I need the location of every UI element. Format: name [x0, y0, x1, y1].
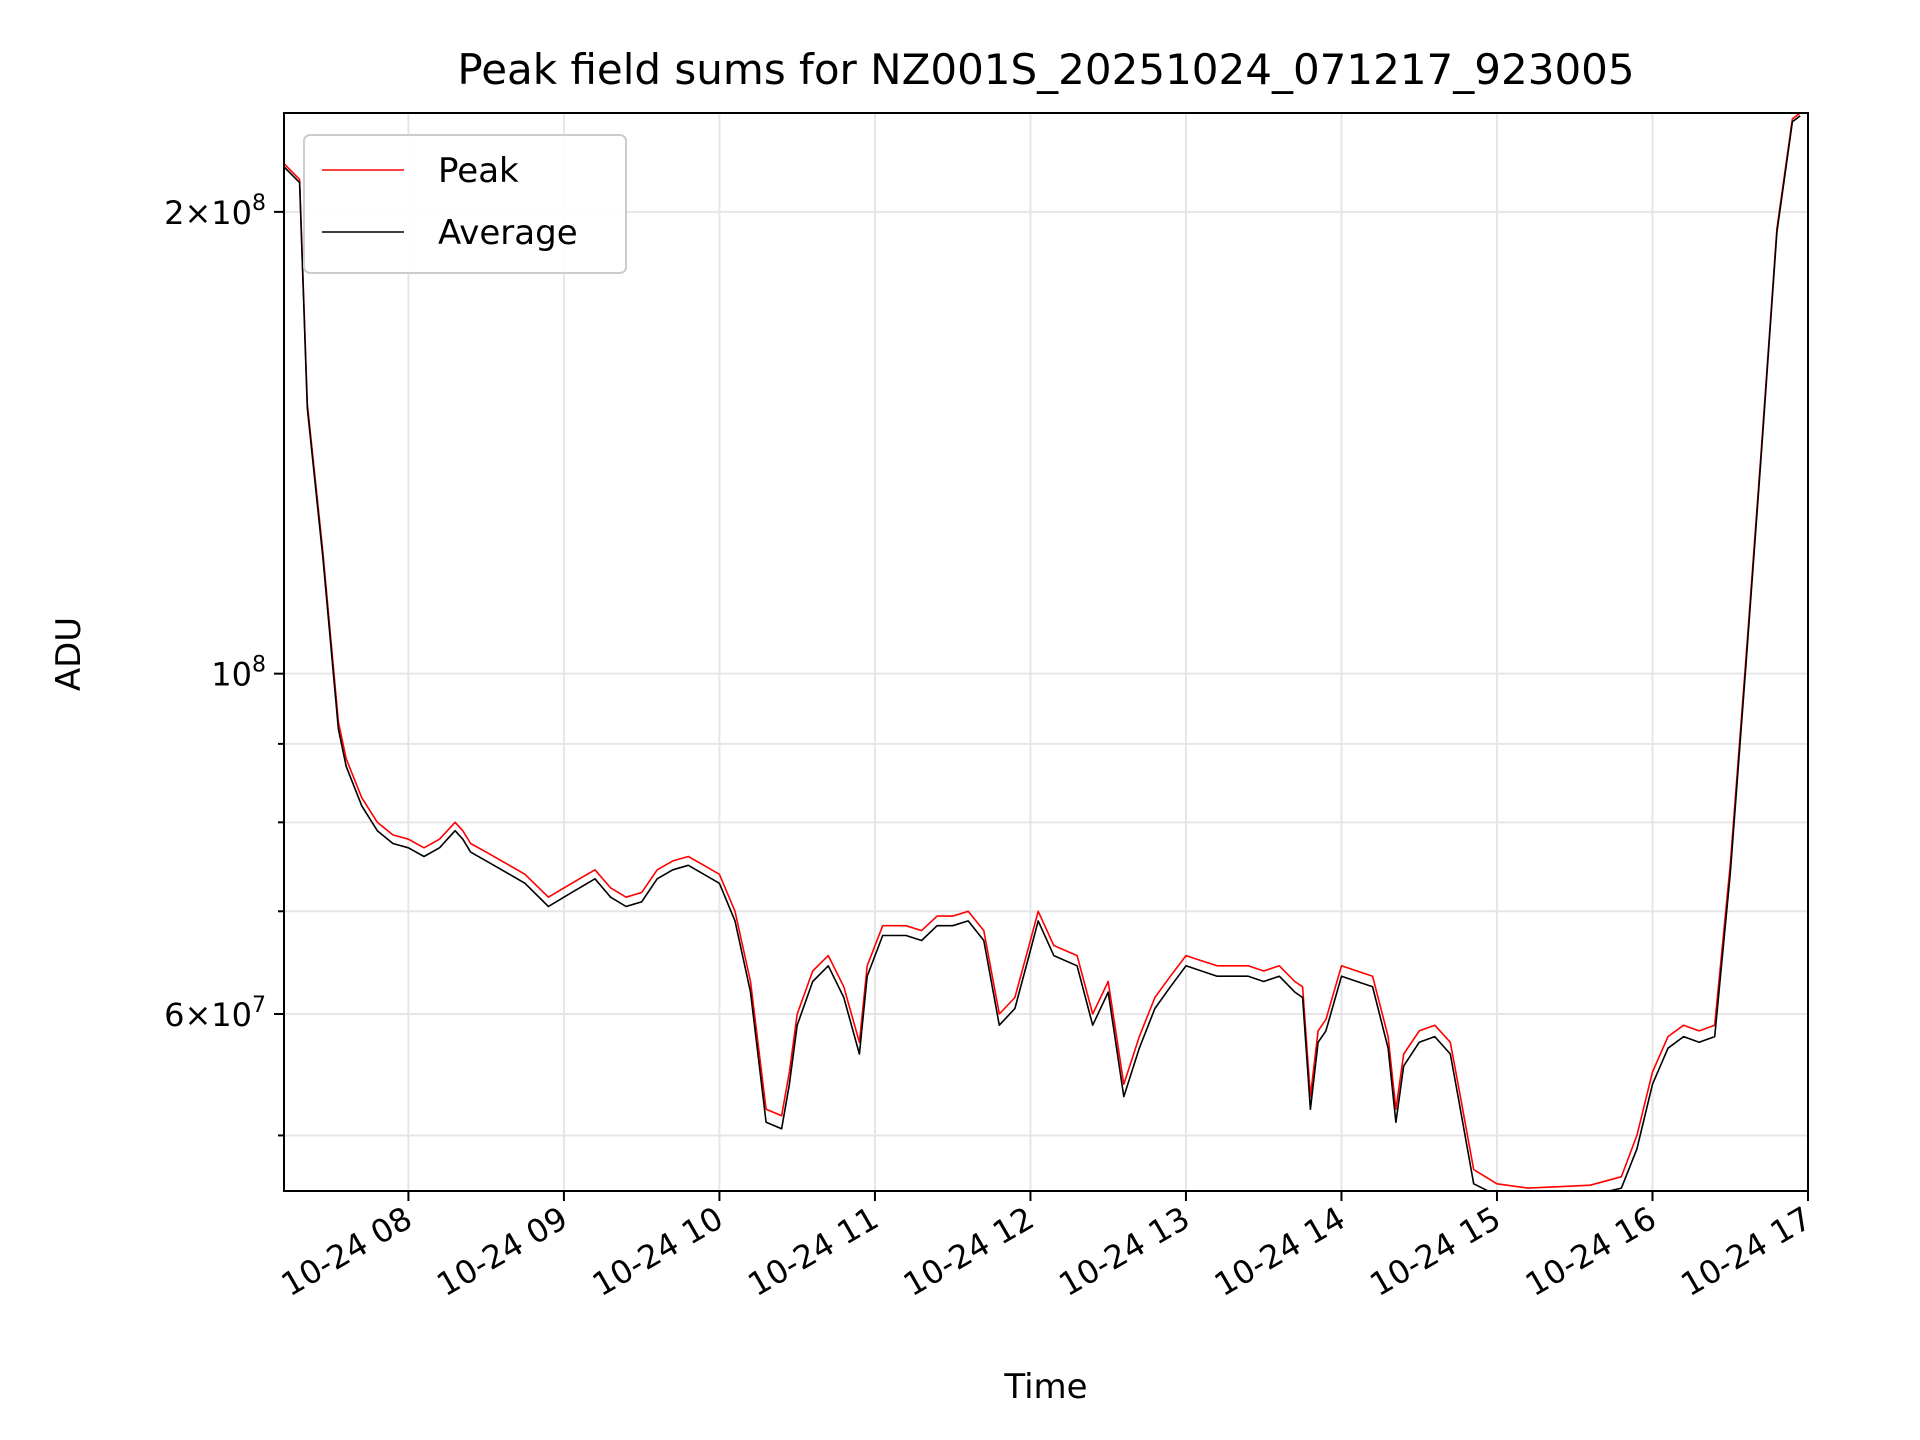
- y-tick-label: 108: [211, 653, 266, 694]
- x-tick-label: 10-24 17: [1674, 1199, 1818, 1304]
- y-tick-label: 6×107: [164, 993, 266, 1034]
- x-tick-label: 10-24 15: [1363, 1199, 1507, 1304]
- x-tick-label: 10-24 13: [1052, 1199, 1196, 1304]
- x-tick-label: 10-24 09: [430, 1199, 574, 1304]
- x-axis-label: Time: [1003, 1367, 1087, 1407]
- x-tick-label: 10-24 10: [586, 1199, 730, 1304]
- axis-ticks: 10-24 08 10-24 09 10-24 10 10-24 11 10-24 12…: [164, 191, 1818, 1304]
- series-line-peak: [284, 113, 1801, 1189]
- legend-label-average: Average: [438, 213, 578, 253]
- plot-frame: [283, 112, 1809, 1192]
- legend-label-peak: Peak: [438, 151, 519, 191]
- chart-title: Peak field sums for NZ001S_20251024_0712…: [457, 45, 1634, 94]
- x-tick-label: 10-24 16: [1519, 1199, 1663, 1304]
- legend: Peak Average: [303, 134, 627, 274]
- x-tick-label: 10-24 11: [741, 1199, 885, 1304]
- y-tick-label: 2×108: [164, 191, 266, 232]
- y-axis-label: ADU: [49, 617, 89, 691]
- series-line-average: [284, 115, 1801, 1191]
- x-tick-label: 10-24 08: [275, 1199, 419, 1304]
- plot-area: [284, 113, 1801, 1191]
- grid: [284, 113, 1809, 1191]
- x-tick-label: 10-24 12: [897, 1199, 1041, 1304]
- x-tick-label: 10-24 14: [1208, 1199, 1352, 1304]
